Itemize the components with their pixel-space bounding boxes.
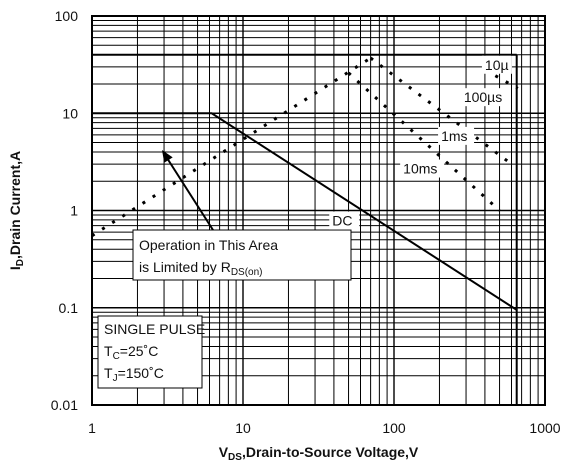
- label-bg-100us: [460, 88, 511, 107]
- tick-labels: 1 10 100 1000 100 10 1 0.1 0.01: [51, 8, 561, 436]
- y-tick-label: 10: [62, 105, 78, 121]
- label-bg-1ms: [438, 126, 475, 145]
- annotation-arrow: [162, 150, 214, 231]
- x-tick-label: 1000: [529, 420, 560, 436]
- x-axis-label: VDS,Drain-to-Source Voltage,V: [219, 444, 419, 463]
- plot-frame: [91, 15, 546, 406]
- label-bg-10ms: [400, 159, 445, 178]
- operation-area-label-line1: Operation in This Area: [139, 237, 278, 253]
- x-tick-label: 10: [235, 420, 251, 436]
- y-axis-label: ID,Drain Current,A: [7, 151, 26, 270]
- y-tick-label: 100: [55, 8, 79, 24]
- single-pulse-label: SINGLE PULSE: [104, 321, 205, 337]
- pulse-1ms-label: 1ms: [441, 128, 467, 144]
- pulse-100us-label: 100µs: [464, 89, 502, 105]
- x-tick-label: 1: [88, 420, 96, 436]
- y-tick-label: 0.1: [59, 300, 79, 316]
- pulse-10us-label: 10µ: [485, 57, 509, 73]
- y-tick-label: 0.01: [51, 397, 78, 413]
- single-pulse-box: [97, 315, 203, 389]
- dc-label: DC: [332, 213, 352, 229]
- series-10ms: [347, 71, 501, 212]
- label-bg-dc: [329, 211, 360, 230]
- operation-area-label-line2: is Limited by RDS(on): [139, 259, 263, 278]
- case-temperature-label: TC=25˚C: [104, 343, 158, 362]
- label-bg-10us: [481, 55, 512, 74]
- series-layer: [91, 53, 519, 405]
- junction-temperature-label: TJ=150˚C: [104, 365, 164, 384]
- x-tick-label: 100: [382, 420, 406, 436]
- series-dc: [92, 112, 518, 311]
- y-tick-label: 1: [70, 203, 78, 219]
- operation-area-box: [132, 229, 352, 281]
- pulse-10ms-label: 10ms: [403, 161, 437, 177]
- series-1ms: [369, 56, 513, 166]
